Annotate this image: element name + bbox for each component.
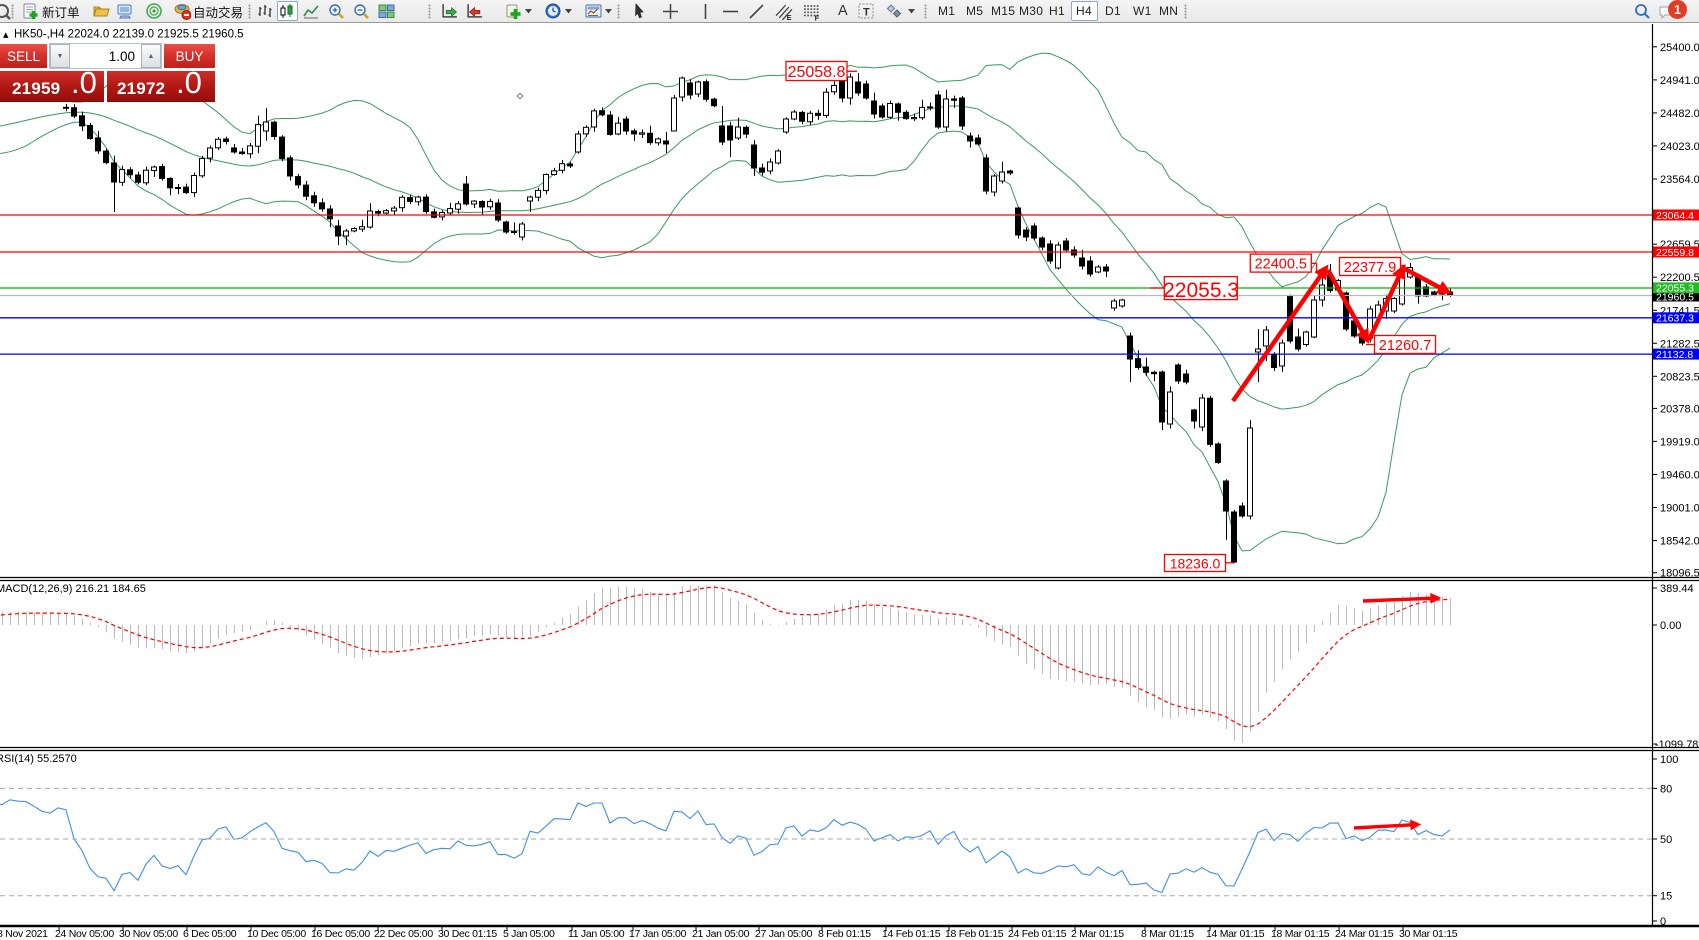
- svg-text:8 Mar 01:15: 8 Mar 01:15: [1141, 928, 1194, 940]
- svg-text:23564.0: 23564.0: [1660, 174, 1699, 186]
- svg-text:21 Jan 05:00: 21 Jan 05:00: [692, 928, 750, 940]
- svg-text:27 Jan 05:00: 27 Jan 05:00: [755, 928, 813, 940]
- svg-text:0.00: 0.00: [1660, 620, 1681, 632]
- svg-text:14 Mar 01:15: 14 Mar 01:15: [1206, 928, 1265, 940]
- svg-text:21132.8: 21132.8: [1656, 349, 1693, 361]
- svg-text:24 Feb 01:15: 24 Feb 01:15: [1008, 928, 1067, 940]
- svg-text:18 Mar 01:15: 18 Mar 01:15: [1271, 928, 1330, 940]
- svg-text:24 Mar 01:15: 24 Mar 01:15: [1335, 928, 1394, 940]
- svg-text:21260.7: 21260.7: [1379, 338, 1431, 354]
- svg-text:50: 50: [1660, 834, 1672, 846]
- svg-text:18236.0: 18236.0: [1170, 556, 1221, 572]
- svg-text:19919.0: 19919.0: [1660, 436, 1699, 448]
- svg-text:14 Feb 01:15: 14 Feb 01:15: [882, 928, 941, 940]
- svg-text:0: 0: [1660, 916, 1666, 928]
- svg-text:25058.8: 25058.8: [788, 64, 846, 81]
- svg-text:389.44: 389.44: [1660, 583, 1694, 595]
- svg-text:25400.0: 25400.0: [1660, 42, 1699, 54]
- svg-text:18542.0: 18542.0: [1660, 536, 1699, 548]
- svg-text:2 Mar 01:15: 2 Mar 01:15: [1071, 928, 1124, 940]
- svg-text:20378.0: 20378.0: [1660, 403, 1699, 415]
- svg-text:10 Dec 05:00: 10 Dec 05:00: [247, 928, 306, 940]
- svg-text:15: 15: [1660, 891, 1672, 903]
- svg-text:30 Nov 05:00: 30 Nov 05:00: [119, 928, 178, 940]
- svg-text:T: T: [863, 7, 870, 19]
- svg-text:6 Dec 05:00: 6 Dec 05:00: [183, 928, 237, 940]
- svg-text:24482.0: 24482.0: [1660, 108, 1699, 120]
- svg-text:22400.5: 22400.5: [1255, 257, 1307, 273]
- svg-text:17 Jan 05:00: 17 Jan 05:00: [629, 928, 687, 940]
- svg-text:F: F: [815, 13, 820, 21]
- svg-text:30 Dec 01:15: 30 Dec 01:15: [438, 928, 497, 940]
- svg-text:30 Mar 01:15: 30 Mar 01:15: [1399, 928, 1458, 940]
- svg-text:8 Nov 2021: 8 Nov 2021: [0, 928, 48, 940]
- svg-text:24941.0: 24941.0: [1660, 75, 1699, 87]
- svg-text:20823.5: 20823.5: [1660, 371, 1699, 383]
- svg-text:22200.5: 22200.5: [1660, 272, 1699, 284]
- svg-text:19001.0: 19001.0: [1660, 503, 1699, 515]
- svg-text:11 Jan 05:00: 11 Jan 05:00: [568, 928, 625, 940]
- svg-text:HK50-,H4 22024.0 22139.0 2192: HK50-,H4 22024.0 22139.0 21925.5 21960.5: [14, 29, 244, 41]
- svg-text:8 Feb 01:15: 8 Feb 01:15: [818, 928, 871, 940]
- svg-text:19460.0: 19460.0: [1660, 470, 1699, 482]
- svg-text:MACD(12,26,9) 216.21 184.65: MACD(12,26,9) 216.21 184.65: [0, 583, 146, 595]
- svg-text:21637.3: 21637.3: [1656, 313, 1694, 325]
- svg-text:100: 100: [1660, 754, 1678, 766]
- svg-text:5 Jan 05:00: 5 Jan 05:00: [503, 928, 555, 940]
- svg-text:22055.3: 22055.3: [1163, 279, 1239, 302]
- svg-text:23064.4: 23064.4: [1656, 210, 1694, 222]
- svg-text:21960.5: 21960.5: [1656, 292, 1694, 304]
- svg-text:16 Dec 05:00: 16 Dec 05:00: [311, 928, 370, 940]
- svg-text:RSI(14) 55.2570: RSI(14) 55.2570: [0, 753, 77, 765]
- svg-text:▴: ▴: [3, 29, 9, 41]
- svg-text:22559.8: 22559.8: [1656, 247, 1694, 259]
- svg-text:-1099.78: -1099.78: [1655, 739, 1698, 751]
- svg-text:80: 80: [1660, 783, 1672, 795]
- svg-text:21282.5: 21282.5: [1660, 338, 1699, 350]
- svg-text:18096.5: 18096.5: [1660, 568, 1699, 580]
- svg-text:E: E: [787, 13, 792, 21]
- svg-text:22055.3: 22055.3: [1656, 283, 1694, 295]
- svg-text:22 Dec 05:00: 22 Dec 05:00: [374, 928, 433, 940]
- svg-text:24 Nov 05:00: 24 Nov 05:00: [55, 928, 114, 940]
- svg-text:24023.0: 24023.0: [1660, 141, 1699, 153]
- svg-text:22377.9: 22377.9: [1344, 260, 1396, 276]
- svg-text:18 Feb 01:15: 18 Feb 01:15: [945, 928, 1004, 940]
